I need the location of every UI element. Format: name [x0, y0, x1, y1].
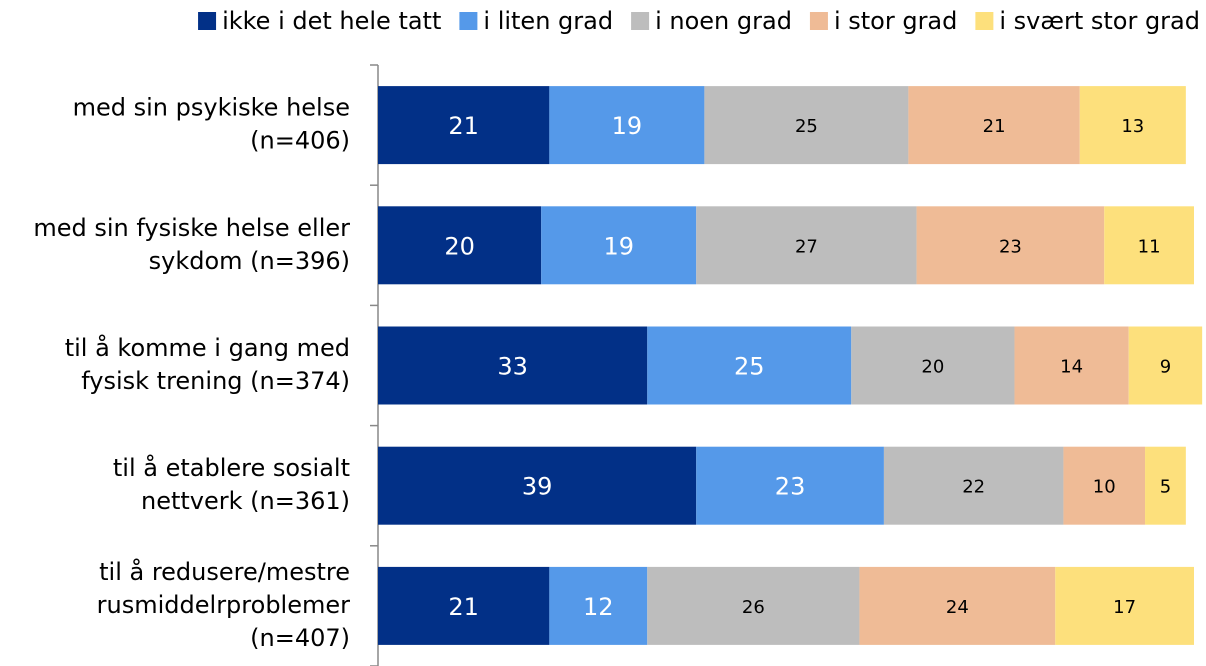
value-label: 20 [444, 232, 475, 260]
bar-segment [549, 86, 705, 165]
bar-segment [647, 326, 852, 405]
bar-segment [549, 566, 648, 645]
bar-segment [541, 206, 697, 285]
legend-label: i svært stor grad [999, 7, 1200, 35]
bar-segment [1079, 86, 1186, 165]
value-label: 13 [1121, 116, 1144, 137]
legend-swatch [198, 12, 217, 30]
category-label-line: (n=406) [250, 127, 350, 155]
bar-segment [378, 446, 697, 525]
legend-label: ikke i det hele tatt [222, 7, 441, 35]
value-label: 24 [946, 597, 969, 618]
category-label-line: sykdom (n=396) [149, 247, 350, 275]
value-label: 19 [612, 112, 643, 140]
category-label: til å etablere sosialt nettverk (n=361) [113, 453, 350, 515]
legend-swatch [631, 12, 650, 30]
category-label-line: til å komme i gang med [65, 333, 350, 362]
value-label: 10 [1093, 477, 1116, 498]
value-label: 39 [522, 473, 553, 501]
value-label: 5 [1160, 477, 1171, 498]
bar-segment [647, 566, 860, 645]
category-label: med sin psykiske helse (n=406) [73, 94, 350, 155]
legend-label: i noen grad [655, 7, 792, 35]
legend-swatch [809, 12, 828, 30]
value-label: 14 [1060, 357, 1083, 378]
value-label: 21 [448, 112, 479, 140]
bar-segment [378, 86, 550, 165]
bar-segment [1128, 326, 1203, 405]
category-label-line: (n=407) [250, 624, 350, 652]
value-label: 17 [1113, 597, 1136, 618]
category-label-line: med sin fysiske helse eller [33, 214, 350, 242]
category-label-line: med sin psykiske helse [73, 94, 350, 122]
value-label: 11 [1138, 236, 1161, 257]
category-label: til å redusere/mestre rusmiddelrproblemer… [97, 557, 350, 652]
category-label-line: nettverk (n=361) [141, 487, 350, 515]
legend: ikke i det hele tatt i liten grad i noen g… [198, 7, 1200, 35]
value-label: 23 [999, 236, 1022, 257]
category-label: med sin fysiske helse eller sykdom (n=396… [33, 214, 350, 275]
legend-label: i liten grad [483, 7, 613, 35]
bar-segment [908, 86, 1080, 165]
bar-segment [696, 446, 884, 525]
bar-segment [859, 566, 1056, 645]
value-label: 20 [921, 357, 944, 378]
value-label: 25 [734, 353, 765, 381]
bar-segment [1104, 206, 1194, 285]
category-label: til å komme i gang med fysisk trening (n=… [65, 333, 350, 395]
bar-segment [1063, 446, 1146, 525]
category-label-line: til å etablere sosialt [113, 453, 350, 482]
value-label: 26 [742, 597, 765, 618]
value-label: 9 [1160, 357, 1171, 378]
legend-label: i stor grad [834, 7, 957, 35]
value-label: 12 [583, 593, 614, 621]
legend-swatch [459, 12, 478, 30]
value-label: 21 [448, 593, 479, 621]
bar-segment [916, 206, 1105, 285]
bar-segment [378, 206, 542, 285]
value-label: 19 [603, 232, 634, 260]
bar-segment [883, 446, 1064, 525]
bar-segment [378, 566, 550, 645]
bar-segment [851, 326, 1015, 405]
category-label-line: fysisk trening (n=374) [81, 367, 350, 395]
value-label: 33 [497, 353, 528, 381]
value-label: 22 [962, 477, 985, 498]
value-label: 23 [775, 473, 806, 501]
value-label: 25 [795, 116, 818, 137]
bar-segment [378, 326, 648, 405]
bar-segment [696, 206, 917, 285]
bar-segment [1014, 326, 1129, 405]
category-label-line: rusmiddelrproblemer [97, 591, 350, 619]
value-label: 27 [795, 236, 818, 257]
value-label: 21 [983, 116, 1006, 137]
bar-segment [704, 86, 909, 165]
legend-swatch [975, 12, 994, 30]
bar-segment [1145, 446, 1186, 525]
category-label-line: til å redusere/mestre [99, 557, 350, 586]
bar-segment [1055, 566, 1194, 645]
